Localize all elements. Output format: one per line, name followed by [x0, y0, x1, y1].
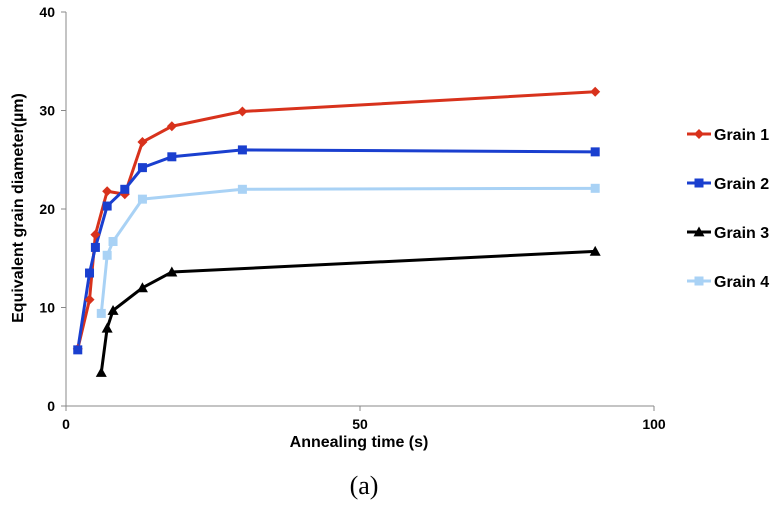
- legend: Grain 1 Grain 2 Grain 3 Grain 4: [687, 127, 769, 291]
- x-axis-ticks: 0 50 100: [62, 406, 666, 432]
- y-axis-title: Equivalent grain diameter(µm): [10, 93, 27, 323]
- legend-label: Grain 1: [714, 127, 769, 144]
- x-tick-label: 0: [62, 416, 70, 432]
- series-markers: [72, 86, 601, 377]
- legend-label: Grain 3: [714, 225, 769, 242]
- legend-swatch-marker: [693, 226, 705, 237]
- legend-swatch-marker: [694, 178, 704, 188]
- legend-item: Grain 1: [687, 127, 769, 144]
- series-line-grain-4: [99, 186, 596, 314]
- data-point-grain-3: [136, 282, 148, 293]
- data-point-grain-4: [137, 194, 147, 204]
- data-point-grain-2: [237, 145, 247, 155]
- y-tick-label: 10: [39, 300, 55, 316]
- data-point-grain-2: [120, 184, 130, 194]
- data-point-grain-2: [137, 163, 147, 173]
- legend-item: Grain 3: [687, 225, 769, 242]
- legend-swatch-marker: [694, 276, 704, 286]
- data-point-grain-4: [108, 237, 118, 247]
- x-tick-label: 100: [642, 416, 666, 432]
- legend-item: Grain 2: [687, 176, 769, 193]
- series-lines: [76, 90, 596, 373]
- figure-caption: (a): [350, 471, 379, 500]
- data-point-grain-2: [590, 147, 600, 157]
- series-line-grain-1: [76, 90, 596, 350]
- data-point-grain-3: [101, 322, 113, 333]
- y-axis-ticks: 0 10 20 30 40: [39, 4, 66, 414]
- data-point-grain-4: [237, 184, 247, 194]
- data-point-grain-3: [589, 245, 601, 256]
- legend-item: Grain 4: [687, 274, 769, 291]
- y-tick-label: 40: [39, 4, 55, 20]
- data-point-grain-1: [166, 121, 177, 132]
- series-line-grain-2: [76, 148, 596, 351]
- data-point-grain-4: [590, 183, 600, 193]
- legend-label: Grain 2: [714, 176, 769, 193]
- data-point-grain-3: [107, 304, 119, 315]
- data-point-grain-2: [73, 345, 83, 355]
- data-point-grain-4: [96, 308, 106, 318]
- series-line-grain-3: [99, 249, 596, 373]
- data-point-grain-2: [85, 268, 95, 278]
- data-point-grain-2: [167, 152, 177, 162]
- data-point-grain-2: [102, 201, 112, 211]
- data-point-grain-1: [90, 229, 101, 240]
- data-point-grain-3: [95, 367, 107, 377]
- data-point-grain-1: [84, 294, 95, 305]
- data-point-grain-3: [166, 266, 178, 277]
- data-point-grain-1: [102, 186, 113, 197]
- y-tick-label: 0: [47, 398, 55, 414]
- data-point-grain-1: [590, 86, 601, 97]
- y-tick-label: 30: [39, 103, 55, 119]
- data-point-grain-2: [90, 242, 100, 252]
- data-point-grain-4: [102, 250, 112, 260]
- legend-label: Grain 4: [714, 274, 769, 291]
- data-point-grain-1: [137, 137, 148, 148]
- y-tick-label: 20: [39, 201, 55, 217]
- chart-axes: [65, 12, 654, 407]
- legend-swatch-marker: [694, 129, 704, 139]
- x-axis-title: Annealing time (s): [290, 434, 429, 451]
- x-tick-label: 50: [352, 416, 368, 432]
- data-point-grain-1: [237, 106, 248, 117]
